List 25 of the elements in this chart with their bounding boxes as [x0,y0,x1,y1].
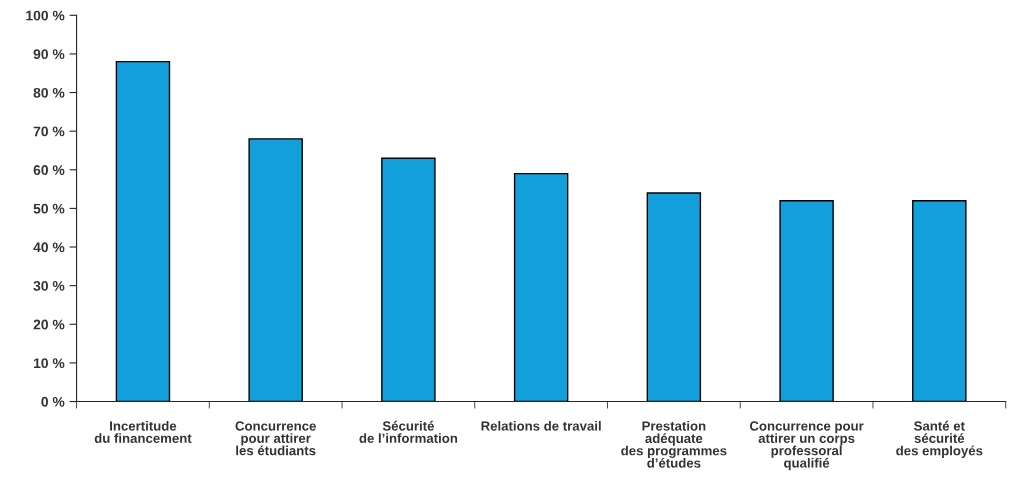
bar [646,192,702,402]
y-tick-label: 20 % [33,319,65,330]
bar [779,199,834,402]
y-tick-label: 10 % [33,358,65,369]
y-tick-label: 30 % [33,280,65,291]
bar [248,138,303,402]
y-tick-label: 40 % [33,242,65,253]
y-tick-label: 60 % [33,165,65,175]
x-tick-label: Concurrence pour attirer les étudiants [235,421,316,456]
x-tick-label: Relations de travail [481,420,601,431]
y-tick-label: 0 % [41,396,65,407]
bar [513,172,569,402]
y-tick-label: 90 % [33,49,65,60]
bar [381,157,436,402]
x-tick-label: Concurrence pour attirer un corps professoral qualifié [749,421,864,471]
x-tick-label: Santé et sécurité des employés [896,420,983,458]
bar [912,199,967,402]
x-tick-label: Incertitude du financement [94,420,192,443]
y-tick-label: 80 % [33,87,65,98]
x-tick-label: Prestation adéquate des programmes d’études [621,420,727,468]
y-tick-label: 70 % [33,126,65,137]
y-tick-label: 50 % [33,203,65,214]
x-tick-label: Sécurité de l’information [359,420,458,443]
y-tick-label: 100 % [26,10,65,21]
bar [115,60,171,402]
